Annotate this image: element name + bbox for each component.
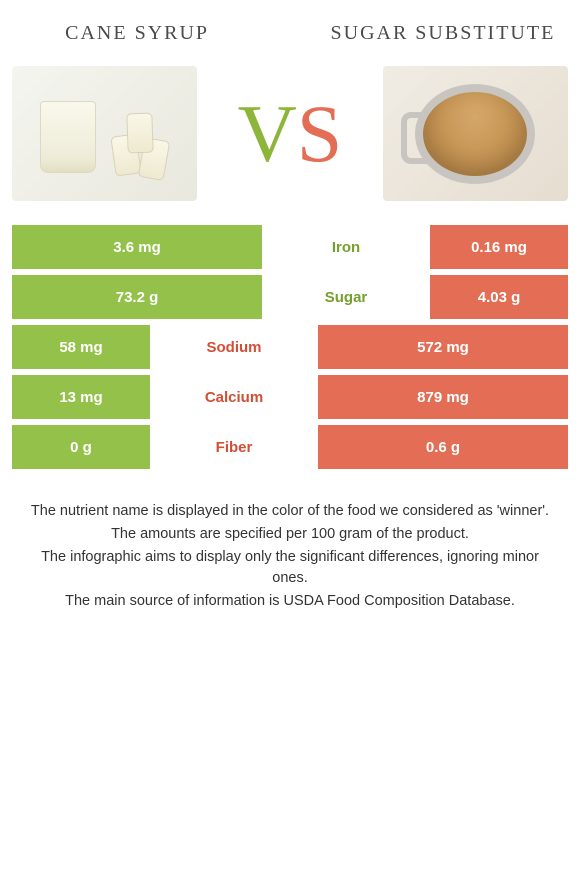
nutrient-right-value: 0.6 g (318, 425, 568, 469)
nutrient-row: 58 mgSodium572 mg (12, 325, 568, 369)
glass-icon (40, 101, 96, 173)
nutrient-right-value: 572 mg (318, 325, 568, 369)
nutrient-name: Sodium (150, 325, 318, 369)
nutrient-name: Calcium (150, 375, 318, 419)
nutrient-left-value: 0 g (12, 425, 150, 469)
titles-row: Cane syrup Sugar substitute (12, 20, 568, 46)
nutrient-left-value: 58 mg (12, 325, 150, 369)
vs-v: V (238, 88, 297, 179)
title-left: Cane syrup (12, 20, 262, 46)
nutrients-table: 3.6 mgIron0.16 mg73.2 gSugar4.03 g58 mgS… (12, 225, 568, 469)
footnote-line: The main source of information is USDA F… (22, 591, 558, 612)
footnote-line: The amounts are specified per 100 gram o… (22, 524, 558, 545)
nutrient-name: Iron (262, 225, 430, 269)
nutrient-name: Sugar (262, 275, 430, 319)
nutrient-left-value: 73.2 g (12, 275, 262, 319)
nutrient-left-value: 3.6 mg (12, 225, 262, 269)
nutrient-right-value: 879 mg (318, 375, 568, 419)
food-image-left (12, 66, 197, 201)
images-row: VS (12, 66, 568, 201)
nutrient-row: 3.6 mgIron0.16 mg (12, 225, 568, 269)
nutrient-row: 73.2 gSugar4.03 g (12, 275, 568, 319)
cup-icon (415, 84, 535, 184)
nutrient-row: 13 mgCalcium879 mg (12, 375, 568, 419)
vs-s: S (297, 88, 343, 179)
title-right: Sugar substitute (318, 20, 568, 46)
footnote-line: The infographic aims to display only the… (22, 547, 558, 589)
nutrient-right-value: 0.16 mg (430, 225, 568, 269)
nutrient-right-value: 4.03 g (430, 275, 568, 319)
nutrient-name: Fiber (150, 425, 318, 469)
cane-icon (126, 113, 153, 154)
food-image-right (383, 66, 568, 201)
infographic-container: Cane syrup Sugar substitute VS 3.6 mgIro… (0, 0, 580, 874)
nutrient-left-value: 13 mg (12, 375, 150, 419)
footnotes: The nutrient name is displayed in the co… (12, 501, 568, 612)
footnote-line: The nutrient name is displayed in the co… (22, 501, 558, 522)
nutrient-row: 0 gFiber0.6 g (12, 425, 568, 469)
vs-label: VS (238, 87, 343, 181)
